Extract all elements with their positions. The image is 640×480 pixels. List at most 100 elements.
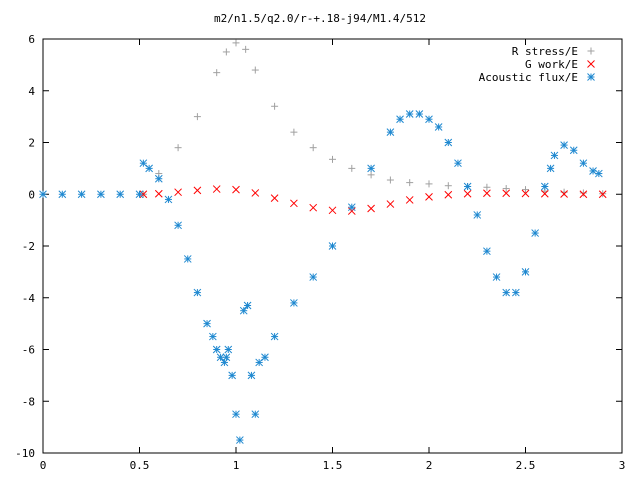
- data-point: [203, 319, 211, 328]
- data-point: [425, 115, 433, 124]
- data-point: [444, 182, 452, 190]
- data-point: [386, 200, 395, 208]
- legend-label: G work/E: [525, 58, 578, 71]
- data-point: [193, 186, 202, 195]
- legend-marker: [587, 60, 595, 68]
- data-point: [502, 185, 510, 193]
- data-point: [579, 159, 588, 168]
- data-point: [328, 206, 337, 215]
- data-point: [224, 345, 233, 354]
- x-tick-label: 0.5: [130, 459, 150, 472]
- data-point: [239, 306, 248, 315]
- data-point: [546, 164, 555, 173]
- data-point: [212, 185, 221, 193]
- y-tick-label: 6: [28, 33, 35, 46]
- x-tick-label: 2.5: [516, 459, 536, 472]
- data-point: [329, 155, 336, 163]
- axis-ticks: 0 0.5 1 1.5 2 2.5 3 6 4 2 0 -2 -4 -6 -8 -10: [15, 33, 625, 472]
- y-tick-label: -10: [15, 447, 35, 460]
- data-point: [348, 164, 356, 172]
- chart-title: m2/n1.5/q2.0/r-+.18-j94/M1.4/512: [214, 12, 426, 25]
- data-point: [540, 189, 549, 198]
- data-point: [58, 190, 67, 199]
- data-point: [174, 221, 182, 230]
- data-point: [531, 229, 540, 237]
- x-tick-label: 2: [426, 459, 433, 472]
- data-point: [212, 345, 221, 354]
- data-point: [139, 159, 148, 168]
- data-point: [598, 190, 607, 199]
- data-point: [222, 353, 231, 362]
- y-tick-label: 4: [28, 85, 35, 98]
- data-point: [77, 190, 86, 199]
- data-point: [213, 69, 221, 77]
- data-point: [347, 207, 356, 215]
- data-point: [415, 110, 424, 118]
- data-point: [183, 255, 192, 263]
- data-point: [425, 180, 433, 188]
- data-point: [220, 358, 229, 367]
- data-point: [594, 169, 603, 178]
- y-tick-label: -6: [22, 344, 35, 357]
- data-point: [251, 410, 260, 419]
- data-point: [521, 189, 530, 198]
- data-point: [367, 204, 375, 213]
- data-point: [154, 174, 163, 183]
- data-point: [270, 194, 279, 202]
- data-point: [483, 183, 491, 191]
- data-point: [511, 288, 520, 297]
- data-point: [251, 189, 260, 197]
- data-point: [367, 164, 375, 173]
- data-point: [425, 192, 433, 201]
- data-point: [560, 141, 568, 149]
- data-point: [386, 176, 394, 184]
- data-point: [473, 211, 482, 219]
- y-tick-label: -4: [22, 292, 36, 305]
- data-point: [386, 128, 395, 137]
- series-2: [39, 110, 603, 444]
- x-tick-label: 3: [619, 459, 626, 472]
- data-point: [145, 164, 154, 173]
- legend-marker: [587, 73, 595, 81]
- data-point: [193, 113, 201, 121]
- legend-marker: [587, 47, 595, 55]
- data-point: [116, 190, 125, 199]
- data-point: [174, 188, 182, 197]
- legend-label: Acoustic flux/E: [479, 71, 578, 84]
- data-point: [405, 110, 414, 118]
- data-point: [444, 138, 453, 147]
- data-point: [569, 146, 578, 155]
- data-point: [208, 332, 217, 341]
- data-point: [444, 190, 453, 199]
- y-tick-label: 2: [28, 137, 35, 150]
- y-tick-label: 0: [28, 188, 35, 201]
- data-point: [502, 189, 511, 198]
- data-point: [39, 190, 47, 199]
- data-point: [483, 189, 491, 198]
- data-point: [347, 203, 356, 212]
- data-point: [454, 159, 462, 168]
- series-1: [139, 185, 607, 215]
- data-point: [396, 115, 404, 124]
- data-point: [290, 128, 298, 136]
- data-point: [522, 186, 529, 194]
- data-point: [463, 189, 472, 198]
- data-point: [271, 102, 279, 110]
- data-point: [236, 436, 244, 444]
- data-point: [521, 268, 530, 276]
- data-point: [492, 273, 501, 281]
- data-point: [434, 123, 443, 131]
- data-point: [135, 190, 144, 199]
- legend-label: R stress/E: [512, 45, 578, 58]
- data-point: [579, 190, 588, 199]
- data-point: [502, 288, 511, 297]
- data-point: [270, 332, 279, 341]
- x-tick-label: 1: [233, 459, 240, 472]
- data-point: [560, 190, 568, 198]
- data-point: [540, 182, 549, 191]
- data-point: [251, 66, 259, 74]
- data-point: [463, 182, 472, 191]
- data-point: [579, 189, 587, 197]
